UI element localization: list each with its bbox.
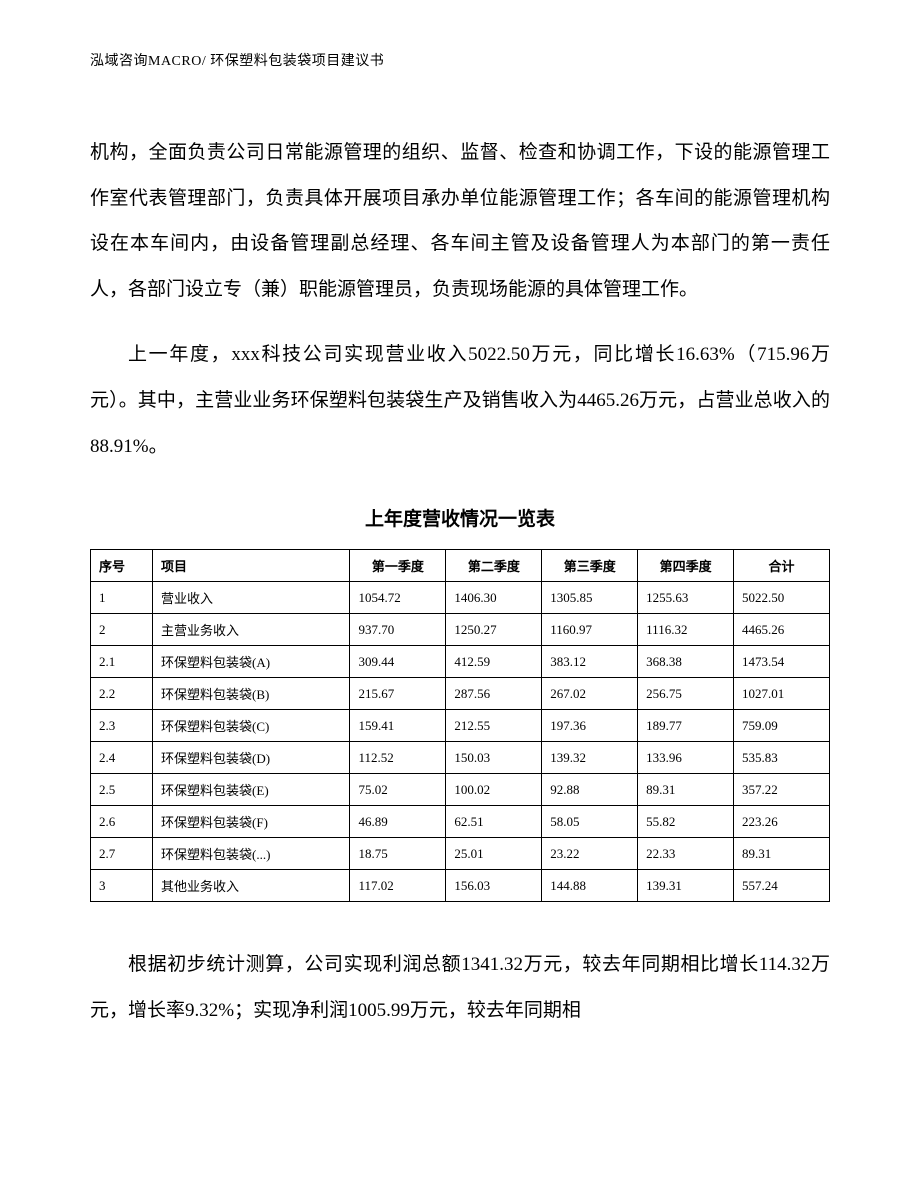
cell-value: 357.22	[734, 774, 830, 806]
table-body: 1 营业收入 1054.72 1406.30 1305.85 1255.63 5…	[91, 582, 830, 902]
table-row: 2.5 环保塑料包装袋(E) 75.02 100.02 92.88 89.31 …	[91, 774, 830, 806]
cell-item: 环保塑料包装袋(E)	[153, 774, 350, 806]
cell-value: 25.01	[446, 838, 542, 870]
cell-value: 89.31	[734, 838, 830, 870]
cell-item: 环保塑料包装袋(B)	[153, 678, 350, 710]
cell-seq: 2.4	[91, 742, 153, 774]
paragraph-1: 机构，全面负责公司日常能源管理的组织、监督、检查和协调工作，下设的能源管理工作室…	[90, 130, 830, 312]
cell-value: 100.02	[446, 774, 542, 806]
cell-value: 18.75	[350, 838, 446, 870]
cell-value: 1054.72	[350, 582, 446, 614]
cell-value: 215.67	[350, 678, 446, 710]
cell-item: 其他业务收入	[153, 870, 350, 902]
cell-value: 1255.63	[638, 582, 734, 614]
cell-value: 1473.54	[734, 646, 830, 678]
cell-seq: 3	[91, 870, 153, 902]
col-header-q3: 第三季度	[542, 550, 638, 582]
cell-seq: 2.7	[91, 838, 153, 870]
table-row: 2 主营业务收入 937.70 1250.27 1160.97 1116.32 …	[91, 614, 830, 646]
cell-value: 112.52	[350, 742, 446, 774]
cell-value: 197.36	[542, 710, 638, 742]
table-row: 2.6 环保塑料包装袋(F) 46.89 62.51 58.05 55.82 2…	[91, 806, 830, 838]
cell-value: 4465.26	[734, 614, 830, 646]
cell-value: 92.88	[542, 774, 638, 806]
col-header-total: 合计	[734, 550, 830, 582]
cell-value: 223.26	[734, 806, 830, 838]
cell-value: 759.09	[734, 710, 830, 742]
table-row: 2.2 环保塑料包装袋(B) 215.67 287.56 267.02 256.…	[91, 678, 830, 710]
table-row: 2.4 环保塑料包装袋(D) 112.52 150.03 139.32 133.…	[91, 742, 830, 774]
cell-item: 环保塑料包装袋(...)	[153, 838, 350, 870]
cell-value: 150.03	[446, 742, 542, 774]
cell-value: 139.31	[638, 870, 734, 902]
cell-value: 212.55	[446, 710, 542, 742]
table-title: 上年度营收情况一览表	[90, 504, 830, 531]
cell-seq: 2.5	[91, 774, 153, 806]
cell-item: 环保塑料包装袋(D)	[153, 742, 350, 774]
cell-value: 1250.27	[446, 614, 542, 646]
col-header-q4: 第四季度	[638, 550, 734, 582]
cell-value: 557.24	[734, 870, 830, 902]
cell-value: 1406.30	[446, 582, 542, 614]
cell-value: 89.31	[638, 774, 734, 806]
cell-value: 22.33	[638, 838, 734, 870]
cell-seq: 2.3	[91, 710, 153, 742]
cell-seq: 1	[91, 582, 153, 614]
table-row: 2.1 环保塑料包装袋(A) 309.44 412.59 383.12 368.…	[91, 646, 830, 678]
cell-value: 156.03	[446, 870, 542, 902]
cell-value: 46.89	[350, 806, 446, 838]
cell-value: 287.56	[446, 678, 542, 710]
cell-seq: 2.2	[91, 678, 153, 710]
paragraph-2: 上一年度，xxx科技公司实现营业收入5022.50万元，同比增长16.63%（7…	[90, 332, 830, 469]
revenue-table: 序号 项目 第一季度 第二季度 第三季度 第四季度 合计 1 营业收入 1054…	[90, 549, 830, 902]
cell-value: 383.12	[542, 646, 638, 678]
cell-value: 62.51	[446, 806, 542, 838]
cell-value: 1027.01	[734, 678, 830, 710]
cell-value: 937.70	[350, 614, 446, 646]
col-header-seq: 序号	[91, 550, 153, 582]
cell-value: 159.41	[350, 710, 446, 742]
cell-value: 1305.85	[542, 582, 638, 614]
cell-value: 23.22	[542, 838, 638, 870]
cell-item: 环保塑料包装袋(F)	[153, 806, 350, 838]
cell-value: 75.02	[350, 774, 446, 806]
table-row: 2.3 环保塑料包装袋(C) 159.41 212.55 197.36 189.…	[91, 710, 830, 742]
col-header-item: 项目	[153, 550, 350, 582]
cell-seq: 2.1	[91, 646, 153, 678]
cell-value: 256.75	[638, 678, 734, 710]
table-row: 1 营业收入 1054.72 1406.30 1305.85 1255.63 5…	[91, 582, 830, 614]
cell-value: 189.77	[638, 710, 734, 742]
cell-item: 营业收入	[153, 582, 350, 614]
table-row: 3 其他业务收入 117.02 156.03 144.88 139.31 557…	[91, 870, 830, 902]
cell-value: 1160.97	[542, 614, 638, 646]
cell-value: 368.38	[638, 646, 734, 678]
table-header-row: 序号 项目 第一季度 第二季度 第三季度 第四季度 合计	[91, 550, 830, 582]
cell-value: 412.59	[446, 646, 542, 678]
cell-value: 535.83	[734, 742, 830, 774]
cell-value: 117.02	[350, 870, 446, 902]
cell-value: 133.96	[638, 742, 734, 774]
col-header-q2: 第二季度	[446, 550, 542, 582]
cell-value: 1116.32	[638, 614, 734, 646]
table-row: 2.7 环保塑料包装袋(...) 18.75 25.01 23.22 22.33…	[91, 838, 830, 870]
cell-value: 139.32	[542, 742, 638, 774]
cell-item: 主营业务收入	[153, 614, 350, 646]
col-header-q1: 第一季度	[350, 550, 446, 582]
cell-value: 55.82	[638, 806, 734, 838]
cell-item: 环保塑料包装袋(A)	[153, 646, 350, 678]
cell-value: 58.05	[542, 806, 638, 838]
cell-value: 144.88	[542, 870, 638, 902]
cell-value: 267.02	[542, 678, 638, 710]
page-header: 泓域咨询MACRO/ 环保塑料包装袋项目建议书	[90, 50, 830, 70]
cell-seq: 2.6	[91, 806, 153, 838]
paragraph-3: 根据初步统计测算，公司实现利润总额1341.32万元，较去年同期相比增长114.…	[90, 942, 830, 1033]
cell-value: 5022.50	[734, 582, 830, 614]
cell-seq: 2	[91, 614, 153, 646]
cell-value: 309.44	[350, 646, 446, 678]
cell-item: 环保塑料包装袋(C)	[153, 710, 350, 742]
